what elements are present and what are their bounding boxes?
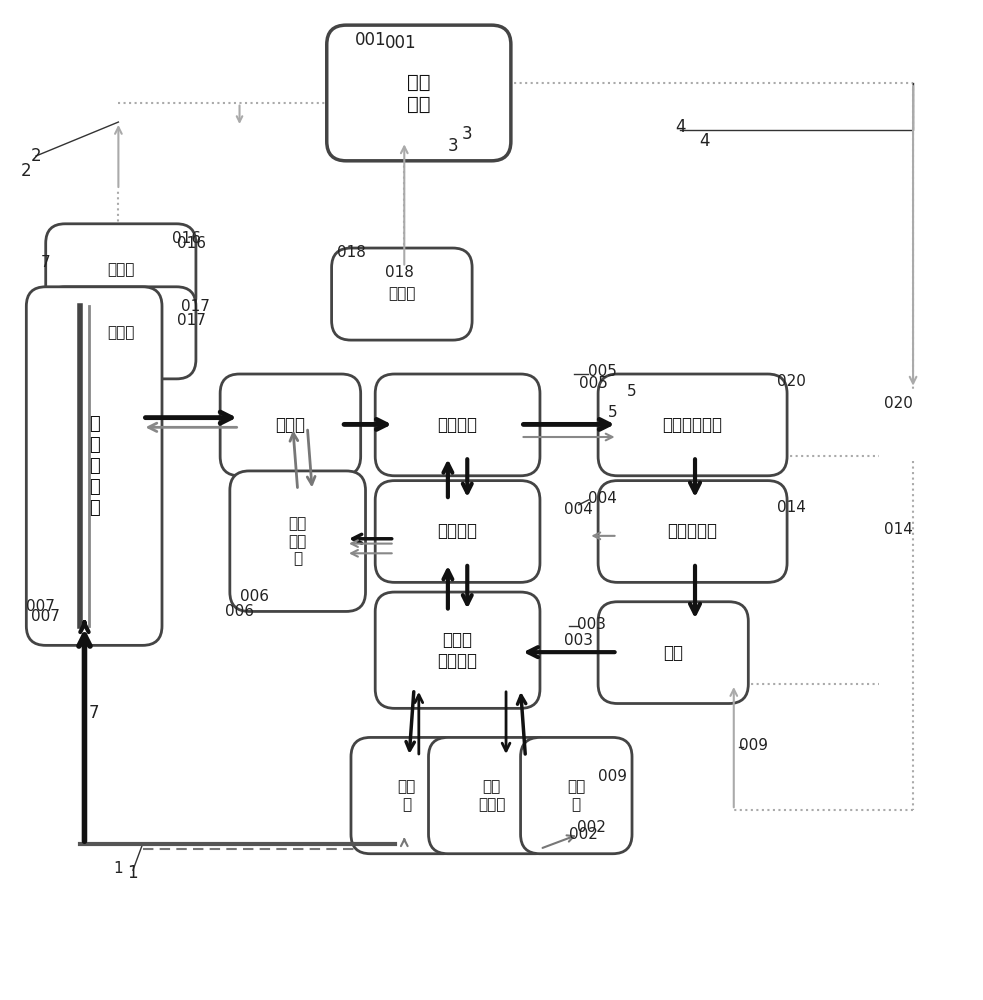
FancyBboxPatch shape xyxy=(220,374,361,476)
FancyBboxPatch shape xyxy=(598,374,787,476)
FancyBboxPatch shape xyxy=(376,592,540,708)
Text: 009: 009 xyxy=(738,738,768,753)
Text: 机油
冷却
器: 机油 冷却 器 xyxy=(289,516,307,566)
FancyBboxPatch shape xyxy=(598,602,748,704)
Text: 节流阀: 节流阀 xyxy=(107,325,135,340)
Text: 003: 003 xyxy=(564,633,593,648)
FancyBboxPatch shape xyxy=(351,737,462,854)
Text: 膨胀
水箱: 膨胀 水箱 xyxy=(407,72,431,113)
Text: 002: 002 xyxy=(569,827,598,842)
Text: 5: 5 xyxy=(607,405,617,420)
Text: 缸体水套: 缸体水套 xyxy=(437,522,478,540)
FancyBboxPatch shape xyxy=(376,374,540,476)
Text: 主阀
门: 主阀 门 xyxy=(397,779,416,812)
Text: 009: 009 xyxy=(598,769,627,784)
Text: 7: 7 xyxy=(88,704,99,722)
Text: 缸盖水套: 缸盖水套 xyxy=(437,416,478,434)
Text: 005: 005 xyxy=(579,376,607,391)
Text: 开关式
机械水泵: 开关式 机械水泵 xyxy=(437,631,478,670)
FancyBboxPatch shape xyxy=(45,224,196,316)
Text: 014: 014 xyxy=(778,500,806,515)
Text: 005: 005 xyxy=(589,364,617,379)
Text: 018: 018 xyxy=(385,265,414,280)
Text: 4: 4 xyxy=(675,118,686,136)
Text: 2: 2 xyxy=(21,162,31,180)
Text: 3: 3 xyxy=(447,137,458,155)
Text: 3: 3 xyxy=(462,125,473,143)
Text: 2: 2 xyxy=(30,147,41,165)
Text: 电子
节温器: 电子 节温器 xyxy=(478,779,505,812)
FancyBboxPatch shape xyxy=(326,25,511,161)
Text: 017: 017 xyxy=(182,299,210,314)
FancyBboxPatch shape xyxy=(230,471,366,611)
Text: 节流阀: 节流阀 xyxy=(388,287,416,302)
Text: 006: 006 xyxy=(225,604,254,619)
Text: 014: 014 xyxy=(884,522,913,537)
Text: 副阀
门: 副阀 门 xyxy=(567,779,586,812)
Text: 5: 5 xyxy=(627,384,637,399)
Text: 涡轮增压器: 涡轮增压器 xyxy=(667,522,718,540)
Text: 1: 1 xyxy=(128,864,139,882)
FancyBboxPatch shape xyxy=(27,287,162,645)
Text: 001: 001 xyxy=(355,31,386,49)
Text: 出水口: 出水口 xyxy=(275,416,306,434)
Text: 007: 007 xyxy=(27,599,55,614)
FancyBboxPatch shape xyxy=(331,248,472,340)
Text: 004: 004 xyxy=(589,491,617,506)
Text: 007: 007 xyxy=(31,609,60,624)
Text: 暖风: 暖风 xyxy=(664,644,683,662)
Text: 电控辅助水泵: 电控辅助水泵 xyxy=(663,416,723,434)
Text: 4: 4 xyxy=(700,132,710,150)
Text: 017: 017 xyxy=(177,313,205,328)
Text: 006: 006 xyxy=(240,589,268,604)
Text: 7: 7 xyxy=(41,255,50,270)
FancyBboxPatch shape xyxy=(429,737,554,854)
FancyBboxPatch shape xyxy=(521,737,632,854)
Text: 004: 004 xyxy=(564,502,593,517)
Text: 单向阀: 单向阀 xyxy=(107,262,135,277)
FancyBboxPatch shape xyxy=(376,481,540,582)
FancyBboxPatch shape xyxy=(598,481,787,582)
Text: 1: 1 xyxy=(114,861,123,876)
Text: 020: 020 xyxy=(778,374,806,389)
Text: 016: 016 xyxy=(177,236,205,251)
Text: 020: 020 xyxy=(884,396,913,411)
Text: 018: 018 xyxy=(336,245,366,260)
Text: 003: 003 xyxy=(577,617,606,632)
Text: 001: 001 xyxy=(385,34,417,52)
FancyBboxPatch shape xyxy=(45,287,196,379)
Text: 高
温
散
热
器: 高 温 散 热 器 xyxy=(88,415,99,517)
Text: 016: 016 xyxy=(172,231,201,246)
Text: 002: 002 xyxy=(577,820,606,835)
